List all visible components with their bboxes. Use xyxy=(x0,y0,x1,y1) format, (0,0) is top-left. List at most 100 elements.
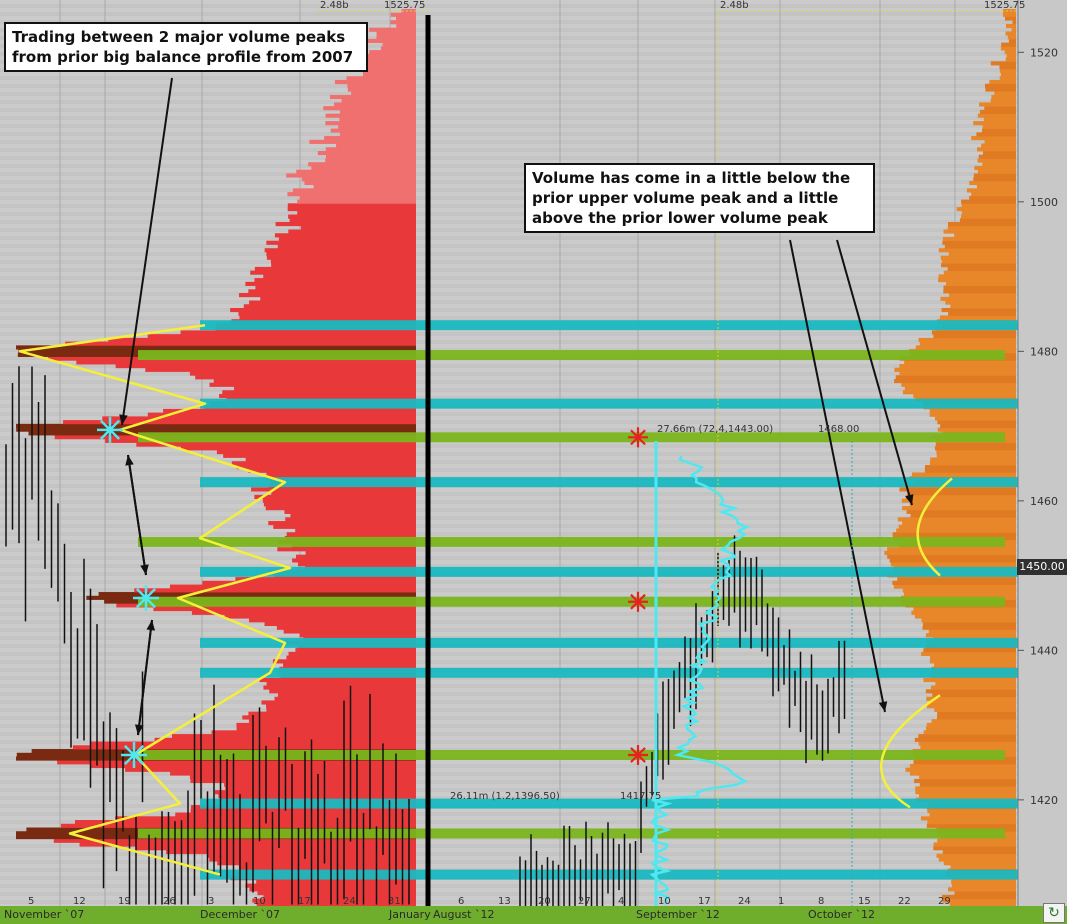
day-label-2012: 6 xyxy=(458,896,464,907)
profile-2007-bar xyxy=(263,894,416,899)
profile-2007-bar xyxy=(362,72,416,77)
profile-2007-bar xyxy=(248,289,416,294)
background-band xyxy=(0,80,1018,84)
profile-2007-bar xyxy=(224,614,416,619)
profile-2007-bar xyxy=(243,304,416,309)
profile-2007-bar xyxy=(390,12,416,17)
profile-2012-bar xyxy=(914,614,1016,619)
profile-2012-bar xyxy=(983,117,1016,122)
profile-2007-bar xyxy=(396,23,416,29)
profile-2007-bar xyxy=(255,285,416,290)
background-band xyxy=(0,664,1018,668)
profile-2012-bar xyxy=(923,730,1016,735)
background-band xyxy=(0,292,1018,296)
background-band xyxy=(0,312,1018,316)
day-label-2012: 10 xyxy=(658,896,671,907)
top-right-price-label: 1525.75 xyxy=(984,0,1026,11)
month-label-sep-12: September `12 xyxy=(636,908,720,921)
background-band xyxy=(0,824,1018,828)
background-band xyxy=(0,168,1018,172)
background-band xyxy=(0,844,1018,848)
profile-2012-bar xyxy=(966,188,1016,193)
profile-2012-bar xyxy=(959,218,1016,223)
y-tick-label: 1460 xyxy=(1030,495,1058,508)
profile-2012-bar xyxy=(929,659,1016,664)
background-band xyxy=(0,304,1018,308)
profile-2007-bar xyxy=(333,102,416,107)
background-band xyxy=(0,564,1018,568)
profile-2007-bar xyxy=(361,53,416,58)
left-annotation-text: Trading between 2 major volume peaks fro… xyxy=(12,28,354,66)
volume-peak-level xyxy=(200,667,1067,678)
profile-2012-bar xyxy=(913,760,1016,765)
background-band xyxy=(0,736,1018,740)
profile-2012-bar xyxy=(929,700,1016,705)
profile-2007-bar xyxy=(286,655,416,660)
volume-peak-level xyxy=(138,828,1005,839)
session-star-mark xyxy=(630,593,646,610)
profile-2012-bar xyxy=(942,894,1016,899)
profile-2012-bar xyxy=(948,311,1016,316)
profile-2007-bar xyxy=(277,547,416,552)
profile-2007-bar xyxy=(313,184,416,189)
profile-2007-bar xyxy=(209,382,416,387)
background-band xyxy=(0,816,1018,820)
profile-2012-bar xyxy=(931,330,1016,335)
y-axis-panel xyxy=(1018,0,1067,906)
profile-2007-bar xyxy=(181,446,416,451)
profile-2012-bar xyxy=(982,151,1016,156)
profile-2012-bar xyxy=(897,577,1016,582)
profile-2012-bar xyxy=(936,450,1016,455)
background-band xyxy=(0,200,1018,204)
background-band xyxy=(0,632,1018,636)
background-band xyxy=(0,204,1018,208)
month-label-dec-07: December `07 xyxy=(200,908,281,921)
profile-2007-bar xyxy=(222,390,416,395)
session-star-mark xyxy=(630,429,646,446)
profile-2012-bar xyxy=(941,259,1016,264)
profile-2012-bar xyxy=(977,169,1016,174)
profile-2012-bar xyxy=(915,790,1016,795)
profile-2012-bar xyxy=(939,315,1016,320)
profile-2007-bar xyxy=(396,16,416,21)
background-band xyxy=(0,360,1018,364)
background-band xyxy=(0,196,1018,200)
profile-2012-bar xyxy=(905,767,1016,772)
background-band xyxy=(0,348,1018,352)
background-band xyxy=(0,728,1018,732)
profile-2007-bar xyxy=(278,692,416,698)
background-band xyxy=(0,556,1018,560)
profile-2012-bar xyxy=(922,625,1016,630)
profile-2012-bar xyxy=(950,304,1016,309)
profile-2012-bar xyxy=(1001,42,1016,47)
profile-2012-bar xyxy=(951,883,1016,888)
profile-2007-bar xyxy=(57,760,416,765)
profile-2012-bar xyxy=(887,547,1016,552)
background-band xyxy=(0,380,1018,384)
background-band xyxy=(0,620,1018,624)
background-band xyxy=(0,244,1018,248)
profile-2007-bar xyxy=(190,778,416,784)
profile-2007-bar xyxy=(238,311,416,316)
profile-2007-bar xyxy=(325,154,416,159)
profile-2012-bar xyxy=(902,506,1016,511)
left-annotation-callout: Trading between 2 major volume peaks fro… xyxy=(4,22,368,72)
background-band xyxy=(0,72,1018,76)
profile-2012-bar xyxy=(931,719,1016,724)
background-band xyxy=(0,720,1018,724)
profile-2007-bar xyxy=(245,457,416,462)
profile-2007-bar xyxy=(273,524,416,529)
day-label-2012: 17 xyxy=(698,896,711,907)
profile-2007-bar xyxy=(299,633,416,638)
profile-2012-bar xyxy=(1006,53,1016,58)
background-band xyxy=(0,880,1018,884)
refresh-button[interactable]: ↻ xyxy=(1043,903,1065,923)
profile-2007-bar xyxy=(299,195,416,200)
background-band xyxy=(0,716,1018,720)
profile-2007-bar xyxy=(245,281,416,286)
profile-2007-bar xyxy=(265,506,416,511)
profile-2012-bar xyxy=(929,812,1016,817)
background-band xyxy=(0,212,1018,216)
profile-2007-bar xyxy=(115,364,416,369)
